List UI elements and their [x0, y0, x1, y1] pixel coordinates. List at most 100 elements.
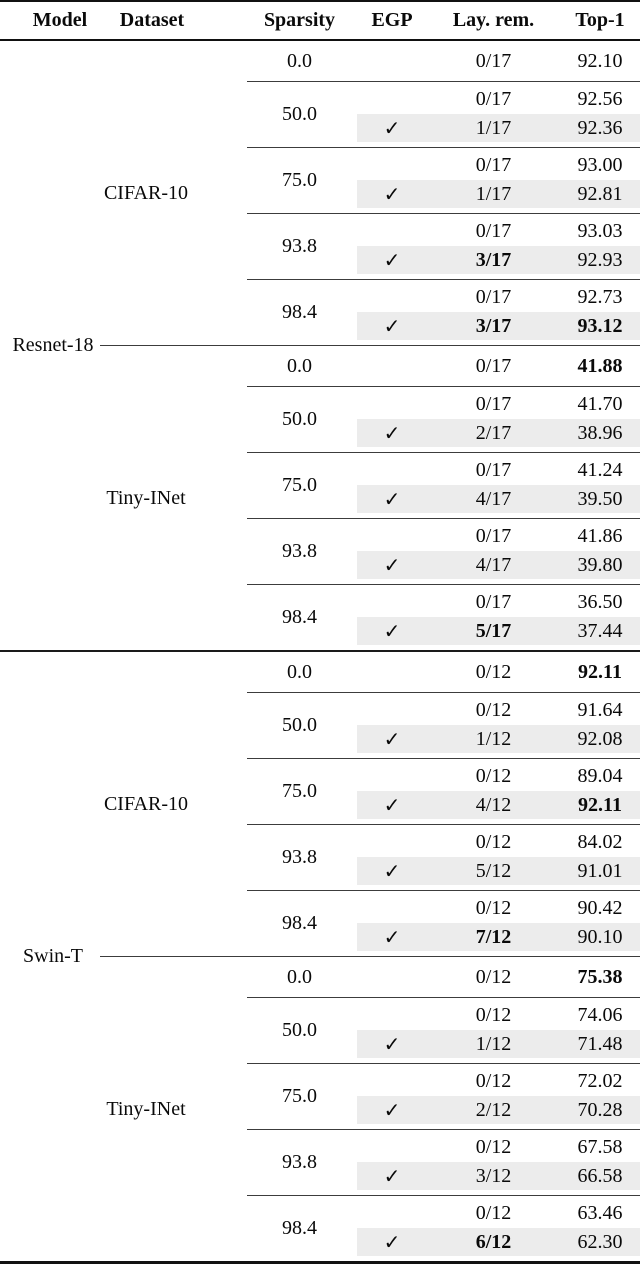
sparsity-group: 0.0 0/12 92.11 — [196, 652, 640, 692]
sparsity-value: 0.0 — [287, 660, 312, 683]
group-rows: 0/17 41.70 ✓ 2/17 38.96 — [357, 387, 640, 452]
sparsity-group: 75.0 0/17 93.00 ✓ 1/17 92.81 — [196, 148, 640, 213]
dataset-label-cell: Tiny-INet — [96, 957, 196, 1261]
layers-removed-value: 0/12 — [475, 698, 512, 721]
group-rows: 0/12 90.42 ✓ 7/12 90.10 — [357, 891, 640, 956]
sparsity-value: 98.4 — [282, 1217, 317, 1239]
sparsity-cell: 93.8 — [196, 825, 357, 890]
layers-removed-value: 4/17 — [475, 487, 512, 510]
top1-accuracy-value: 91.01 — [577, 859, 623, 882]
group-rows: 0/17 93.03 ✓ 3/17 92.93 — [357, 214, 640, 279]
group-rows: 0/17 93.00 ✓ 1/17 92.81 — [357, 148, 640, 213]
sparsity-cell: 0.0 — [196, 41, 357, 81]
sparsity-group-divider-rule — [247, 824, 640, 825]
baseline-result-row: 0/17 41.88 — [357, 351, 640, 381]
layers-removed-value: 6/12 — [475, 1230, 512, 1253]
layers-removed-value: 2/17 — [475, 421, 512, 444]
layers-removed-value: 3/12 — [475, 1164, 512, 1187]
sparsity-group: 50.0 0/17 92.56 ✓ 1/17 92.36 — [196, 82, 640, 147]
top1-accuracy-value: 89.04 — [577, 764, 623, 787]
egp-result-row: ✓ 1/12 92.08 — [357, 725, 640, 753]
top1-accuracy-value: 37.44 — [577, 619, 623, 642]
layers-removed-value: 0/17 — [475, 153, 512, 176]
baseline-result-row: 0/17 41.86 — [357, 521, 640, 551]
top1-accuracy-value: 93.12 — [577, 314, 623, 337]
baseline-result-row: 0/12 84.02 — [357, 827, 640, 857]
layers-removed-value: 5/17 — [475, 619, 512, 642]
egp-checkmark-icon: ✓ — [383, 554, 401, 577]
sparsity-value: 98.4 — [282, 301, 317, 323]
layers-removed-value: 2/12 — [475, 1098, 512, 1121]
top1-accuracy-value: 39.50 — [577, 487, 623, 510]
egp-checkmark-icon: ✓ — [383, 620, 401, 643]
egp-cell: ✓ — [357, 793, 427, 818]
egp-cell: ✓ — [357, 314, 427, 339]
top1-accuracy-value: 91.64 — [577, 698, 623, 721]
layers-removed-value: 1/12 — [475, 727, 512, 750]
baseline-result-row: 0/12 91.64 — [357, 695, 640, 725]
sparsity-group-divider-rule — [247, 279, 640, 280]
sparsity-group: 0.0 0/12 75.38 — [196, 957, 640, 997]
baseline-result-row: 0/12 89.04 — [357, 761, 640, 791]
sparsity-cell: 98.4 — [196, 585, 357, 650]
sparsity-cell: 0.0 — [196, 957, 357, 997]
baseline-result-row: 0/12 72.02 — [357, 1066, 640, 1096]
sparsity-group-divider-rule — [247, 692, 640, 693]
sparsity-group: 93.8 0/12 67.58 ✓ 3/12 66.58 — [196, 1130, 640, 1195]
header-underline-rule — [0, 39, 640, 41]
egp-cell: ✓ — [357, 1164, 427, 1189]
egp-cell: ✓ — [357, 182, 427, 207]
egp-cell: ✓ — [357, 1098, 427, 1123]
dataset-label-cell: CIFAR-10 — [96, 41, 196, 345]
top1-accuracy-value: 92.73 — [577, 285, 623, 308]
egp-checkmark-icon: ✓ — [383, 183, 401, 206]
layers-removed-value: 3/17 — [475, 248, 512, 271]
baseline-result-row: 0/12 74.06 — [357, 1000, 640, 1030]
egp-result-row: ✓ 3/17 92.93 — [357, 246, 640, 274]
layers-removed-value: 0/12 — [475, 1003, 512, 1026]
group-rows: 0/17 92.56 ✓ 1/17 92.36 — [357, 82, 640, 147]
sparsity-value: 98.4 — [282, 606, 317, 628]
egp-cell: ✓ — [357, 1230, 427, 1255]
col-header-egp: EGP — [371, 9, 413, 31]
dataset-body: 0.0 0/12 75.38 50.0 0/12 74.06 ✓ 1/12 71.48 75.0 0… — [196, 957, 640, 1261]
dataset-label-cell: CIFAR-10 — [96, 652, 196, 956]
layers-removed-value: 7/12 — [475, 925, 512, 948]
group-rows: 0/12 67.58 ✓ 3/12 66.58 — [357, 1130, 640, 1195]
sparsity-group: 0.0 0/17 92.10 — [196, 41, 640, 81]
model-section-divider-rule — [0, 650, 640, 652]
col-header-dataset: Dataset — [119, 9, 185, 31]
dataset-label-cell: Tiny-INet — [96, 346, 196, 650]
top1-accuracy-value: 93.03 — [577, 219, 623, 242]
dataset-body: 0.0 0/17 92.10 50.0 0/17 92.56 ✓ 1/17 92.36 75.0 0… — [196, 41, 640, 345]
layers-removed-value: 4/12 — [475, 793, 512, 816]
baseline-result-row: 0/17 92.10 — [357, 46, 640, 76]
sparsity-cell: 75.0 — [196, 759, 357, 824]
top1-accuracy-value: 90.10 — [577, 925, 623, 948]
model-section: Resnet-18 CIFAR-10 0.0 0/17 92.10 50.0 0/17 92.… — [0, 41, 640, 650]
sparsity-value: 75.0 — [282, 169, 317, 191]
layers-removed-value: 3/17 — [475, 314, 512, 337]
group-rows: 0/12 63.46 ✓ 6/12 62.30 — [357, 1196, 640, 1261]
egp-result-row: ✓ 4/17 39.80 — [357, 551, 640, 579]
layers-removed-value: 0/12 — [475, 1201, 512, 1224]
layers-removed-value: 4/17 — [475, 553, 512, 576]
sparsity-value: 75.0 — [282, 780, 317, 802]
layers-removed-value: 5/12 — [475, 859, 512, 882]
col-header-top1: Top-1 — [575, 9, 625, 31]
top1-accuracy-value: 72.02 — [577, 1069, 623, 1092]
sparsity-group: 93.8 0/17 41.86 ✓ 4/17 39.80 — [196, 519, 640, 584]
dataset-label: Tiny-INet — [106, 486, 186, 509]
group-rows: 0/17 36.50 ✓ 5/17 37.44 — [357, 585, 640, 650]
layers-removed-value: 0/12 — [475, 764, 512, 787]
sparsity-cell: 98.4 — [196, 280, 357, 345]
sparsity-value: 50.0 — [282, 103, 317, 125]
sparsity-group: 75.0 0/12 72.02 ✓ 2/12 70.28 — [196, 1064, 640, 1129]
group-rows: 0/12 74.06 ✓ 1/12 71.48 — [357, 998, 640, 1063]
sparsity-value: 93.8 — [282, 846, 317, 868]
sparsity-cell: 50.0 — [196, 693, 357, 758]
top1-accuracy-value: 41.70 — [577, 392, 623, 415]
top1-accuracy-value: 92.56 — [577, 87, 623, 110]
sparsity-cell: 98.4 — [196, 891, 357, 956]
